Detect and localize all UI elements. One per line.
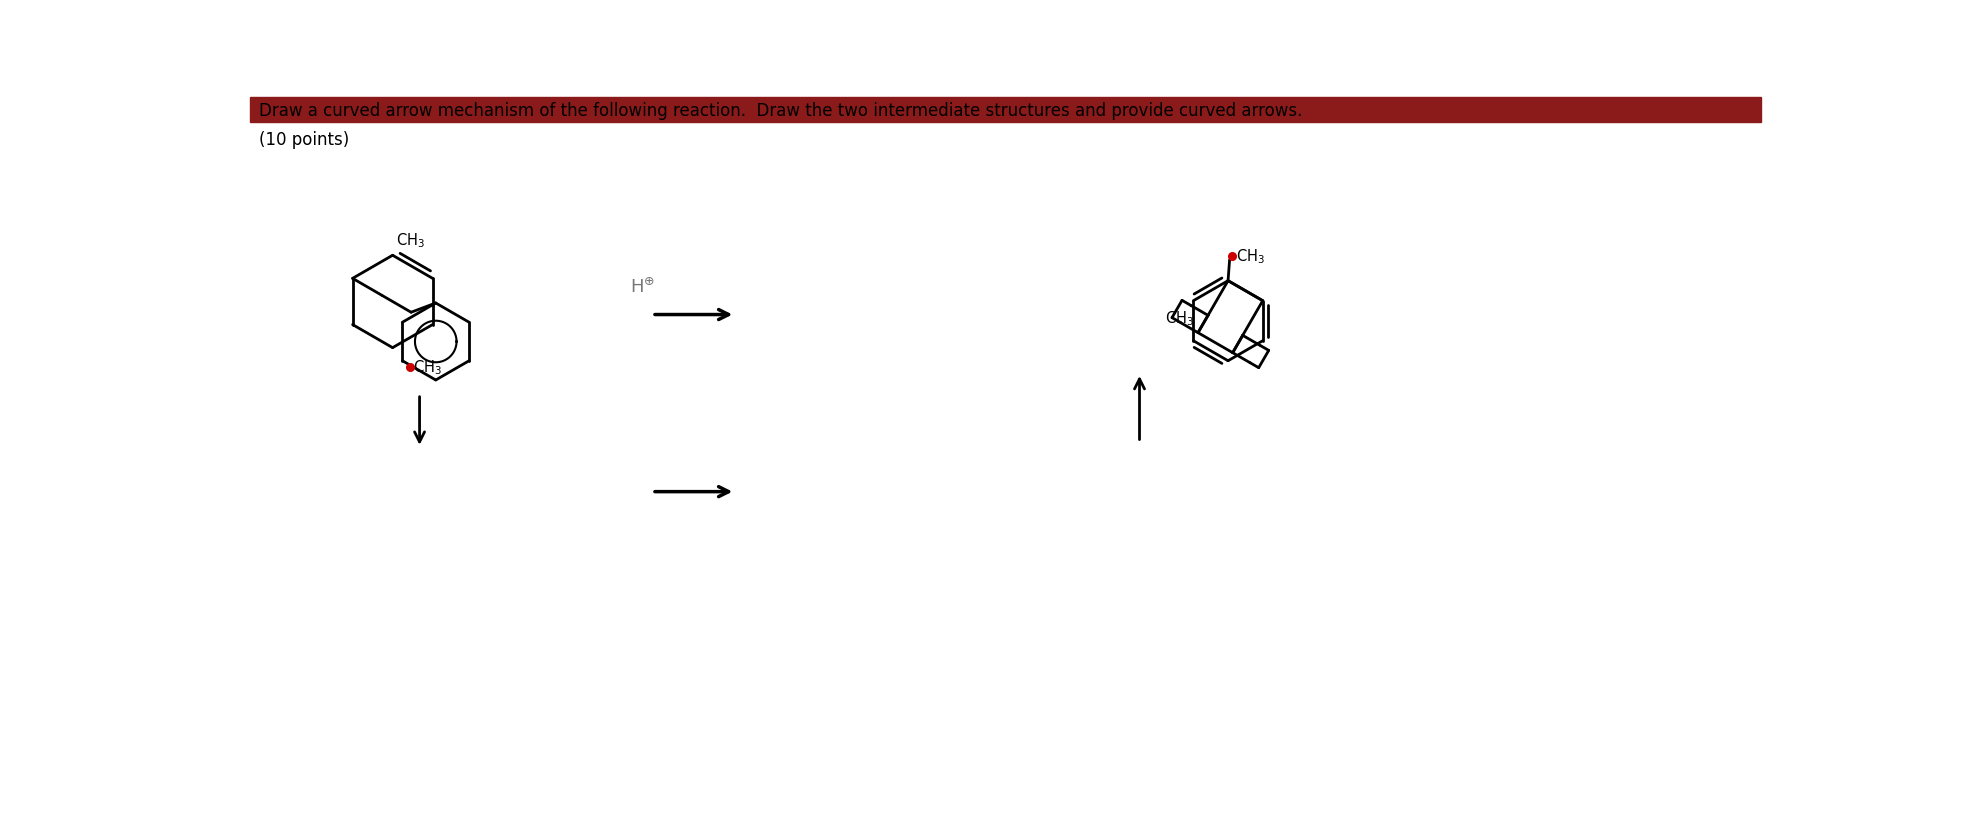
Text: CH$_3$: CH$_3$	[396, 231, 424, 250]
Text: CH$_3$: CH$_3$	[414, 358, 441, 377]
Bar	[251, 98, 1762, 123]
Text: Draw a curved arrow mechanism of the following reaction.  Draw the two intermedi: Draw a curved arrow mechanism of the fol…	[259, 102, 1303, 120]
Text: (10 points): (10 points)	[259, 131, 349, 149]
Text: H$^{\oplus}$: H$^{\oplus}$	[630, 278, 655, 296]
Text: CH$_3$: CH$_3$	[1236, 247, 1265, 266]
Text: CH$_3$: CH$_3$	[1165, 309, 1195, 327]
